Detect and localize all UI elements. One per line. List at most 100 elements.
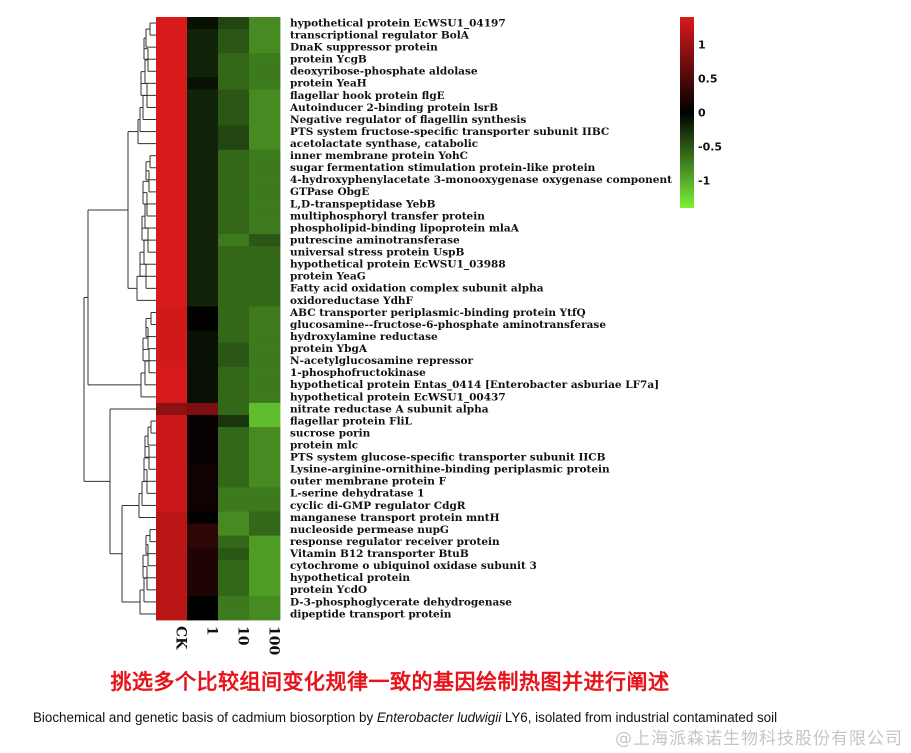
heatmap-cell — [249, 173, 281, 187]
heatmap-cell — [218, 571, 250, 585]
row-label: Negative regulator of flagellin synthesi… — [290, 114, 526, 126]
heatmap-cell — [249, 583, 281, 597]
heatmap-cell — [249, 65, 281, 78]
heatmap-cell — [218, 173, 250, 187]
row-label: protein YeaG — [290, 271, 366, 283]
heatmap-cell — [156, 161, 188, 175]
heatmap-cell — [156, 258, 188, 271]
heatmap-cell — [249, 185, 281, 199]
english-caption: Biochemical and genetic basis of cadmium… — [33, 710, 777, 725]
heatmap-cell — [187, 41, 219, 54]
heatmap-cell — [218, 65, 250, 78]
heatmap-cell — [187, 197, 219, 211]
row-label: hypothetical protein EcWSU1_00437 — [290, 391, 506, 404]
heatmap-cell — [156, 77, 188, 90]
row-label: hypothetical protein EcWSU1_04197 — [290, 17, 506, 30]
heatmap-cell — [156, 523, 188, 536]
heatmap-cell — [249, 17, 281, 30]
legend-tick: -1 — [698, 175, 710, 188]
heatmap-cell — [156, 499, 188, 512]
heatmap-cell — [156, 270, 188, 283]
heatmap-cell — [249, 294, 281, 307]
heatmap-cell — [156, 439, 188, 452]
row-label: nitrate reductase A subunit alpha — [290, 403, 489, 415]
heatmap-cell — [187, 451, 219, 464]
row-label: DnaK suppressor protein — [290, 42, 438, 54]
column-labels: CK 1 10 100 — [173, 626, 282, 655]
heatmap-cell — [156, 17, 188, 30]
heatmap-cell — [187, 306, 219, 319]
row-label: N-acetylglucosamine repressor — [290, 355, 474, 367]
heatmap-cell — [218, 427, 250, 440]
heatmap-cell — [218, 607, 250, 621]
heatmap-figure: hypothetical protein EcWSU1_04197transcr… — [83, 17, 722, 655]
heatmap-cell — [249, 113, 281, 126]
heatmap-cell — [187, 366, 219, 380]
heatmap-cell — [156, 342, 188, 356]
heatmap-cell — [249, 475, 281, 488]
heatmap-cell — [156, 222, 188, 235]
heatmap-cell — [249, 511, 281, 524]
heatmap-cell — [187, 342, 219, 356]
row-label: response regulator receiver protein — [290, 536, 500, 548]
row-label: cytochrome o ubiquinol oxidase subunit 3 — [290, 560, 537, 572]
row-label: dipeptide transport protein — [290, 608, 452, 620]
heatmap-cell — [156, 149, 188, 163]
heatmap-cell — [187, 414, 219, 428]
heatmap-cell — [249, 607, 281, 621]
heatmap-cell — [249, 125, 281, 138]
heatmap-cell — [218, 439, 250, 452]
heatmap-cell — [218, 463, 250, 476]
row-label: glucosamine--fructose-6-phosphate aminot… — [290, 319, 606, 331]
column-label: 10 — [235, 626, 251, 646]
watermark: @上海派森诺生物科技股份有限公司 — [615, 729, 903, 749]
column-label: 100 — [266, 626, 282, 655]
heatmap-cell — [156, 185, 188, 199]
heatmap-cell — [249, 318, 281, 331]
row-label: sucrose porin — [290, 427, 371, 439]
heatmap-cell — [218, 547, 250, 561]
heatmap-cell — [156, 113, 188, 126]
heatmap-cell — [218, 390, 250, 404]
heatmap-cell — [187, 294, 219, 307]
row-label: L,D-transpeptidase YebB — [290, 198, 436, 210]
heatmap-cell — [218, 342, 250, 356]
heatmap-cell — [218, 318, 250, 331]
row-label: Fatty acid oxidation complex subunit alp… — [290, 283, 544, 295]
heatmap-cell — [218, 77, 250, 90]
heatmap-cell — [218, 535, 250, 549]
heatmap-cell — [156, 571, 188, 585]
heatmap-cell — [249, 499, 281, 512]
legend-tick: 0 — [698, 107, 706, 120]
heatmap-cell — [187, 282, 219, 295]
legend-tick: 1 — [698, 38, 706, 51]
row-label: hypothetical protein — [290, 572, 410, 584]
heatmap-cell — [249, 342, 281, 356]
heatmap-cell — [156, 282, 188, 295]
heatmap-cell — [156, 583, 188, 597]
heatmap-cell — [218, 41, 250, 54]
chinese-caption: 挑选多个比较组间变化规律一致的基因绘制热图并进行阐述 — [110, 670, 670, 694]
heatmap-cell — [218, 125, 250, 138]
heatmap-cell — [187, 53, 219, 66]
heatmap-cell — [218, 17, 250, 30]
heatmap-cell — [218, 234, 250, 247]
row-label: hydroxylamine reductase — [290, 331, 438, 343]
heatmap-cell — [249, 29, 281, 42]
heatmap-cell — [249, 258, 281, 271]
heatmap-cell — [249, 222, 281, 235]
heatmap-cell — [187, 234, 219, 247]
column-label: CK — [173, 626, 189, 650]
row-label: hypothetical protein EcWSU1_03988 — [290, 259, 506, 272]
heatmap-cell — [156, 402, 188, 416]
heatmap-cell — [218, 523, 250, 536]
row-label: D-3-phosphoglycerate dehydrogenase — [290, 596, 512, 608]
heatmap-cell — [249, 354, 281, 368]
legend-tick: -0.5 — [698, 141, 722, 154]
heatmap-cell — [249, 282, 281, 295]
heatmap-cell — [187, 475, 219, 488]
color-scale-bar — [680, 17, 694, 208]
heatmap-cell — [249, 137, 281, 151]
heatmap-cell — [218, 402, 250, 416]
row-label: sugar fermentation stimulation protein-l… — [290, 162, 596, 174]
